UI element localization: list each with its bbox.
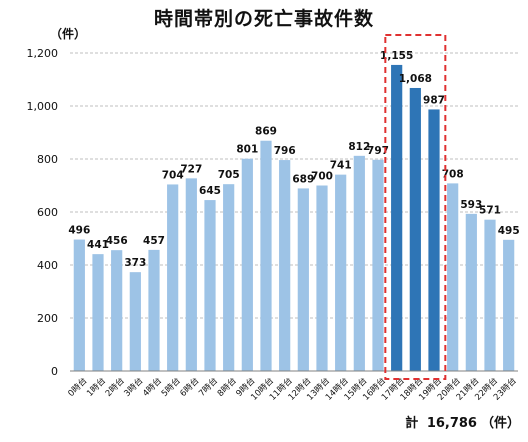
x-tick-label: 3時台 (122, 375, 146, 399)
bar-value-label: 645 (199, 185, 221, 197)
y-tick-label: 1,000 (27, 100, 59, 113)
total-value: 16,786 (426, 416, 477, 431)
bar-value-label: 987 (423, 94, 445, 106)
bar (353, 155, 365, 371)
bar (316, 185, 328, 371)
bar (428, 109, 440, 371)
x-tick-label: 6時台 (178, 375, 202, 399)
y-tick-label: 600 (37, 206, 58, 219)
bars (73, 64, 515, 372)
bar (279, 160, 291, 371)
bar (73, 239, 85, 371)
x-tick-label: 8時台 (215, 375, 239, 399)
bar (409, 87, 421, 371)
bar (185, 178, 197, 371)
bar-value-label: 373 (124, 257, 146, 269)
y-tick-label: 1,200 (27, 47, 59, 60)
bar-value-label: 457 (143, 235, 165, 247)
bar-value-label: 456 (106, 235, 128, 247)
bar-value-label: 496 (68, 225, 90, 237)
y-axis-ticks: 0 200 400 600 800 1,000 1,200 (27, 47, 59, 378)
bar (391, 64, 403, 372)
x-tick-label: 0時台 (66, 375, 90, 399)
x-axis-ticks: 0時台1時台2時台3時台4時台5時台6時台7時台8時台9時台10時台11時台12… (66, 375, 519, 402)
bar-value-label: 705 (218, 169, 240, 181)
bar (335, 174, 347, 371)
bar (129, 272, 141, 371)
x-tick-label: 4時台 (140, 375, 164, 399)
bar-value-label: 593 (460, 199, 482, 211)
total-line: 計 16,786 （件） (401, 412, 520, 431)
y-tick-label: 800 (37, 153, 58, 166)
bar (503, 239, 515, 371)
value-labels: 4964414563734577047276457058018697966897… (68, 50, 519, 269)
y-tick-label: 400 (37, 259, 58, 272)
bar-value-label: 495 (498, 225, 520, 237)
bar (223, 184, 235, 371)
bar (92, 254, 104, 371)
bar-value-label: 801 (236, 144, 258, 156)
x-tick-label: 5時台 (159, 375, 183, 399)
y-tick-label: 200 (37, 312, 58, 325)
bar (465, 213, 477, 371)
chart-title: 時間帯別の死亡事故件数 (153, 8, 374, 30)
total-unit: （件） (480, 416, 520, 431)
x-tick-label: 7時台 (196, 375, 220, 399)
bar (297, 188, 309, 371)
bar (372, 159, 384, 371)
bar (241, 158, 253, 371)
bar-value-label: 797 (367, 145, 389, 157)
bar (148, 249, 160, 371)
bar (447, 183, 459, 371)
bar-value-label: 869 (255, 126, 277, 138)
x-tick-label: 1時台 (84, 375, 108, 399)
bar-value-label: 704 (162, 169, 184, 181)
x-tick-label: 2時台 (103, 375, 127, 399)
bar (111, 250, 123, 371)
bar-value-label: 700 (311, 171, 333, 183)
y-axis-unit-label: （件） (50, 26, 86, 41)
bar-value-label: 571 (479, 205, 501, 217)
bar-value-label: 812 (348, 141, 370, 153)
y-tick-label: 0 (51, 365, 58, 378)
bar (204, 200, 216, 371)
bar-value-label: 689 (292, 173, 314, 185)
bar-value-label: 1,155 (380, 50, 413, 62)
total-label: 計 (405, 416, 419, 431)
bar-value-label: 796 (274, 145, 296, 157)
highlight-box (384, 34, 447, 380)
bar-value-label: 741 (330, 160, 352, 172)
bar-value-label: 708 (442, 168, 464, 180)
bar-value-label: 727 (180, 163, 202, 175)
bar-value-label: 1,068 (399, 73, 432, 85)
bar (167, 184, 179, 371)
bar (260, 140, 272, 371)
bar (484, 219, 496, 371)
bar-value-label: 441 (87, 239, 109, 251)
